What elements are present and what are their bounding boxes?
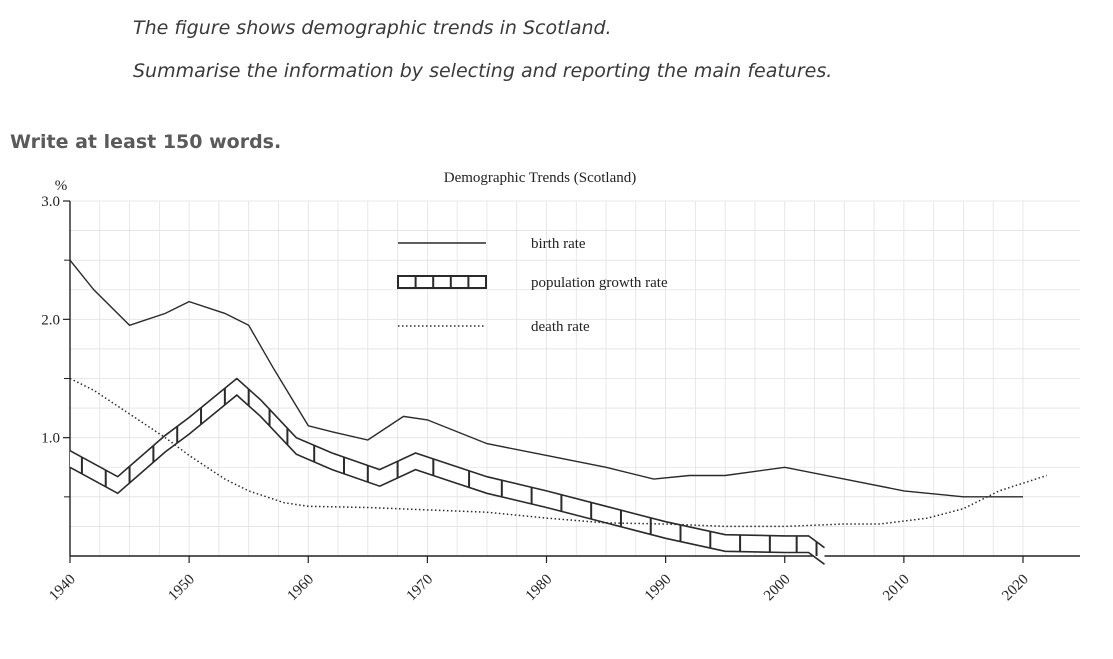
task-line-2: Summarise the information by selecting a… (133, 60, 833, 82)
x-tick-label: 2000 (761, 572, 794, 605)
series-lines (69, 259, 1048, 565)
y-axis-unit-label: % (55, 178, 68, 194)
population-growth-lower-line (69, 394, 825, 565)
population-growth-band-fill (70, 378, 825, 565)
legend: birth rate population growth rate death ra… (397, 236, 668, 335)
series-death-rate (69, 377, 1048, 528)
x-tick-label: 1960 (285, 572, 318, 605)
legend-label: birth rate (531, 236, 586, 252)
x-tick-label: 2010 (880, 572, 913, 605)
population-growth-upper-line (69, 377, 825, 549)
y-tick-label: 3.0 (41, 194, 60, 210)
legend-label: death rate (531, 319, 590, 335)
y-tick-label: 2.0 (41, 312, 60, 328)
x-tick-label: 2020 (999, 572, 1032, 605)
legend-label: population growth rate (531, 275, 668, 291)
task-line-1: The figure shows demographic trends in S… (133, 17, 612, 39)
y-tick-label: 1.0 (41, 431, 60, 447)
x-ticks: 1940 1950 1960 1970 1980 1990 2000 2010 2020 (46, 556, 1032, 604)
legend-swatch-population-growth-rate (397, 275, 487, 289)
series-population-growth-rate (69, 377, 825, 565)
y-ticks: 1.0 2.0 3.0 (41, 194, 70, 498)
x-tick-label: 1970 (404, 572, 437, 605)
chart-title: Demographic Trends (Scotland) (444, 170, 636, 186)
x-tick-label: 1990 (642, 572, 675, 605)
word-count-instruction: Write at least 150 words. (10, 131, 282, 153)
x-tick-label: 1980 (523, 572, 556, 605)
series-birth-rate (69, 259, 1023, 498)
x-tick-label: 1950 (165, 572, 198, 605)
x-tick-label: 1940 (46, 572, 79, 605)
